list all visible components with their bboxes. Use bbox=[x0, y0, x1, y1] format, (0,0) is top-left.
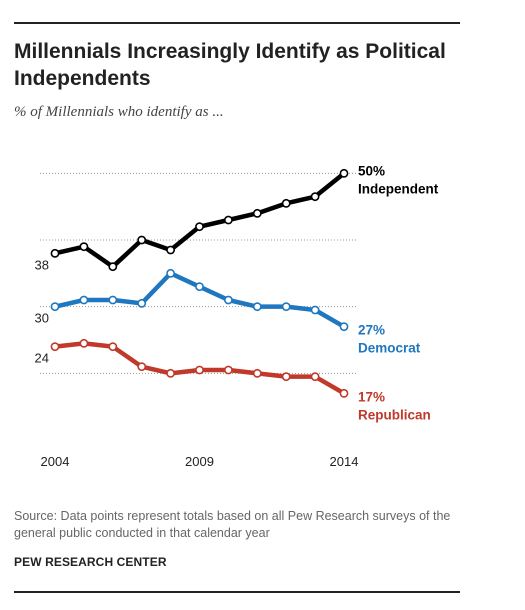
bottom-rule bbox=[14, 591, 460, 593]
end-label-value: 50% bbox=[358, 163, 385, 178]
end-label-value: 17% bbox=[358, 389, 385, 404]
end-label-name: Democrat bbox=[358, 341, 421, 356]
data-point bbox=[339, 388, 349, 398]
x-tick-label: 2009 bbox=[185, 454, 214, 469]
data-point bbox=[195, 282, 204, 292]
series-line-independent bbox=[52, 171, 347, 269]
data-point bbox=[223, 295, 233, 305]
end-label-name: Republican bbox=[358, 407, 431, 422]
start-label: 24 bbox=[35, 351, 49, 366]
data-point bbox=[137, 362, 147, 372]
data-point bbox=[166, 368, 175, 378]
series-line-democrat bbox=[52, 271, 347, 329]
data-point bbox=[339, 322, 349, 332]
data-point bbox=[50, 248, 60, 258]
data-point bbox=[223, 365, 233, 375]
data-point bbox=[108, 295, 118, 305]
start-label: 38 bbox=[35, 257, 49, 272]
data-point bbox=[252, 208, 262, 218]
data-point bbox=[79, 338, 89, 348]
chart-subtitle: % of Millennials who identify as ... bbox=[14, 104, 224, 120]
line-chart: 2004 2009 2014 38 50% Independent 30 27% Democra… bbox=[35, 163, 439, 469]
data-point bbox=[79, 242, 89, 252]
data-point bbox=[166, 268, 175, 278]
data-point bbox=[310, 372, 320, 382]
data-point bbox=[50, 342, 60, 352]
data-point bbox=[223, 215, 233, 225]
source-note: Source: Data points represent totals bas… bbox=[14, 509, 451, 540]
end-label-value: 27% bbox=[358, 323, 385, 338]
data-point bbox=[137, 298, 147, 308]
data-point bbox=[281, 372, 291, 382]
credit-line: PEW RESEARCH CENTER bbox=[14, 555, 167, 569]
top-rule bbox=[14, 22, 460, 24]
data-point bbox=[281, 198, 291, 208]
data-point bbox=[166, 245, 175, 255]
data-point bbox=[339, 168, 349, 178]
data-point bbox=[195, 365, 204, 375]
start-label: 30 bbox=[35, 311, 49, 326]
data-point bbox=[281, 302, 291, 312]
data-point bbox=[108, 342, 118, 352]
data-point bbox=[252, 368, 262, 378]
data-point bbox=[195, 222, 204, 232]
data-point bbox=[310, 305, 320, 315]
data-point bbox=[108, 262, 118, 272]
data-point bbox=[137, 235, 147, 245]
data-point bbox=[50, 302, 60, 312]
data-point bbox=[310, 192, 320, 202]
end-label-name: Independent bbox=[358, 181, 439, 196]
chart-title: Millennials Increasingly Identify as Pol… bbox=[14, 40, 446, 90]
x-tick-label: 2014 bbox=[330, 454, 359, 469]
x-tick-label: 2004 bbox=[41, 454, 70, 469]
data-point bbox=[252, 302, 262, 312]
data-point bbox=[79, 295, 89, 305]
